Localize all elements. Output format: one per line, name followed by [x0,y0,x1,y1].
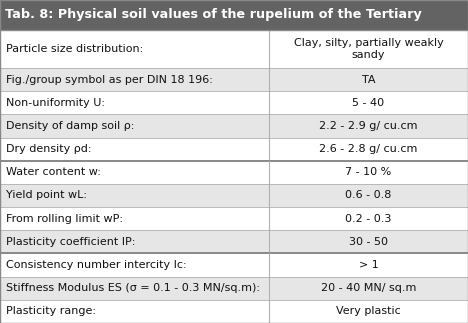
Bar [0,161,468,184]
Text: Dry density ρd:: Dry density ρd: [6,144,92,154]
Text: 7 - 10 %: 7 - 10 % [345,167,392,177]
Bar [0,30,468,68]
Text: Non-uniformity U:: Non-uniformity U: [6,98,105,108]
Text: From rolling limit wP:: From rolling limit wP: [6,214,123,224]
Text: Clay, silty, partially weakly
sandy: Clay, silty, partially weakly sandy [294,38,443,60]
Text: Tab. 8: Physical soil values of the rupelium of the Tertiary: Tab. 8: Physical soil values of the rupe… [5,8,421,21]
Text: 30 - 50: 30 - 50 [349,237,388,247]
Text: 20 - 40 MN/ sq.m: 20 - 40 MN/ sq.m [321,283,416,293]
Text: Water content w:: Water content w: [6,167,101,177]
Text: Consistency number intercity Ic:: Consistency number intercity Ic: [6,260,187,270]
Bar [0,276,468,300]
Bar [0,230,468,254]
Text: 2.2 - 2.9 g/ cu.cm: 2.2 - 2.9 g/ cu.cm [319,121,418,131]
Text: Very plastic: Very plastic [336,307,401,317]
Bar [0,138,468,161]
Bar [0,68,468,91]
Text: 5 - 40: 5 - 40 [352,98,385,108]
Bar [0,0,468,30]
Bar [0,207,468,230]
Text: > 1: > 1 [358,260,379,270]
Bar [0,254,468,276]
Bar [0,91,468,114]
Text: Stiffness Modulus ES (σ = 0.1 - 0.3 MN/sq.m):: Stiffness Modulus ES (σ = 0.1 - 0.3 MN/s… [6,283,260,293]
Bar [0,184,468,207]
Text: 0.2 - 0.3: 0.2 - 0.3 [345,214,392,224]
Text: Density of damp soil ρ:: Density of damp soil ρ: [6,121,134,131]
Text: Fig./group symbol as per DIN 18 196:: Fig./group symbol as per DIN 18 196: [6,75,213,85]
Text: 0.6 - 0.8: 0.6 - 0.8 [345,191,392,201]
Text: Yield point wL:: Yield point wL: [6,191,87,201]
Text: Particle size distribution:: Particle size distribution: [6,44,143,54]
Text: Plasticity coefficient IP:: Plasticity coefficient IP: [6,237,135,247]
Text: TA: TA [362,75,375,85]
Bar [0,300,468,323]
Text: 2.6 - 2.8 g/ cu.cm: 2.6 - 2.8 g/ cu.cm [319,144,418,154]
Text: Plasticity range:: Plasticity range: [6,307,96,317]
Bar [0,114,468,138]
